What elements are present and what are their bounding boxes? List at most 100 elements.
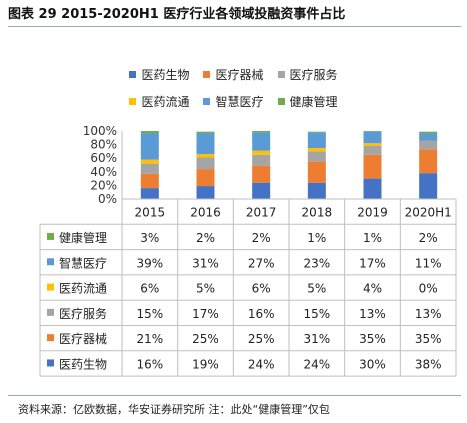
bar-segment	[252, 165, 271, 183]
data-label: 30%	[359, 357, 386, 371]
data-label: 13%	[359, 307, 386, 321]
chart-title: 图表 29 2015-2020H1 医疗行业各领域投融资事件占比	[8, 7, 346, 22]
bar-segment	[307, 161, 326, 183]
bar-segment	[419, 140, 438, 150]
data-label: 21%	[136, 332, 163, 346]
bar-segment	[307, 182, 326, 199]
category-label: 2017	[246, 206, 277, 220]
legend-label-yiyao-liutong: 医药流通	[141, 95, 190, 109]
data-label: 25%	[248, 332, 275, 346]
data-label: 31%	[303, 332, 330, 346]
data-label: 2%	[196, 231, 215, 245]
table-row-label: 医疗器械	[59, 331, 107, 346]
table-row-swatch	[47, 359, 54, 367]
bar-segment	[252, 132, 271, 151]
bar-segment	[307, 148, 326, 152]
data-label: 6%	[140, 282, 159, 296]
legend-row-1: 医药生物 医疗器械 医疗服务	[0, 66, 467, 83]
bar-segment	[196, 169, 215, 187]
y-tick-label: 100%	[83, 124, 117, 138]
legend-swatch-yiyao-shengwu	[129, 71, 137, 78]
bar-segment	[196, 131, 215, 134]
legend-label-yiliao-qixie: 医疗器械	[215, 68, 264, 82]
legend-item-yiyao-shengwu: 医药生物	[129, 66, 189, 83]
table-row-label: 医疗服务	[59, 306, 107, 321]
top-rule	[8, 26, 461, 27]
bar-segment	[252, 150, 271, 155]
stacked-bar-chart: 100%80%60%40%20%0%2015 2016 2017 2018 2019 20…	[39, 124, 457, 377]
category-label: 2016	[190, 206, 221, 220]
table-row-swatch	[47, 308, 54, 316]
bar-segment	[140, 131, 159, 134]
table-row-swatch	[47, 232, 54, 240]
y-tick-label: 40%	[90, 165, 117, 179]
data-label: 19%	[192, 357, 219, 371]
legend-label-jiankang-guanli: 健康管理	[289, 95, 338, 109]
data-label: 17%	[359, 256, 386, 270]
data-label: 24%	[303, 357, 330, 371]
bar-segment	[196, 154, 215, 158]
bar-segment	[363, 154, 382, 179]
data-label: 35%	[359, 332, 386, 346]
data-label: 5%	[196, 282, 215, 296]
table-row-swatch	[47, 334, 54, 342]
bar-segment	[140, 133, 159, 160]
data-label: 1%	[307, 231, 326, 245]
bar-segment	[140, 163, 159, 174]
table-row-swatch	[47, 283, 54, 291]
legend-item-yiliao-fuwu: 医疗服务	[277, 66, 338, 83]
bar-segment	[252, 154, 271, 166]
data-label: 38%	[415, 357, 442, 371]
data-label: 17%	[192, 307, 219, 321]
bar-segment	[307, 131, 326, 133]
y-tick-label: 80%	[90, 138, 117, 152]
bar-segment	[363, 131, 382, 132]
legend-item-yiyao-liutong: 医药流通	[129, 93, 189, 110]
bar-segment	[363, 145, 382, 155]
data-label: 1%	[363, 231, 382, 245]
table-row-label: 医药生物	[59, 357, 107, 371]
legend-swatch-zhihui-yiliao	[203, 98, 211, 105]
data-label: 15%	[303, 307, 330, 321]
bar-segment	[196, 186, 215, 199]
legend-row-2: 医药流通 智慧医疗 健康管理	[0, 93, 467, 110]
data-label: 13%	[415, 307, 442, 321]
bar-segment	[419, 133, 438, 141]
legend-label-yiyao-shengwu: 医药生物	[141, 68, 190, 82]
bar-segment	[196, 157, 215, 170]
table-row-label: 医药流通	[59, 282, 107, 296]
data-label: 23%	[303, 256, 330, 270]
data-label: 3%	[140, 231, 159, 245]
data-label: 16%	[136, 357, 163, 371]
y-tick-label: 20%	[90, 178, 117, 192]
data-label: 11%	[415, 256, 442, 270]
legend-item-yiliao-qixie: 医疗器械	[203, 66, 264, 83]
y-tick-label: 60%	[90, 151, 117, 165]
bar-segment	[307, 132, 326, 148]
bar-segment	[419, 173, 438, 199]
legend-item-zhihui-yiliao: 智慧医疗	[203, 93, 264, 110]
legend-swatch-yiliao-fuwu	[277, 71, 285, 78]
bar-segment	[307, 151, 326, 162]
table-row-label: 智慧医疗	[59, 255, 107, 270]
bar-segment	[363, 131, 382, 144]
bar-segment	[140, 159, 159, 164]
data-label: 25%	[192, 332, 219, 346]
data-label: 16%	[248, 307, 275, 321]
bar-segment	[252, 131, 271, 133]
data-label: 6%	[252, 282, 271, 296]
data-label: 4%	[363, 282, 382, 296]
data-label: 2%	[252, 231, 271, 245]
data-label: 31%	[192, 256, 219, 270]
data-label: 35%	[415, 332, 442, 346]
legend-swatch-jiankang-guanli	[277, 98, 285, 105]
data-label: 27%	[248, 256, 275, 270]
bar-segment	[140, 188, 159, 199]
data-label: 39%	[136, 256, 163, 270]
legend-label-yiliao-fuwu: 医疗服务	[289, 68, 338, 82]
data-label: 24%	[248, 357, 275, 371]
bar-segment	[419, 131, 438, 134]
bar-segment	[140, 173, 159, 189]
table-row-label: 健康管理	[59, 230, 107, 245]
category-label: 2020H1	[405, 206, 452, 220]
